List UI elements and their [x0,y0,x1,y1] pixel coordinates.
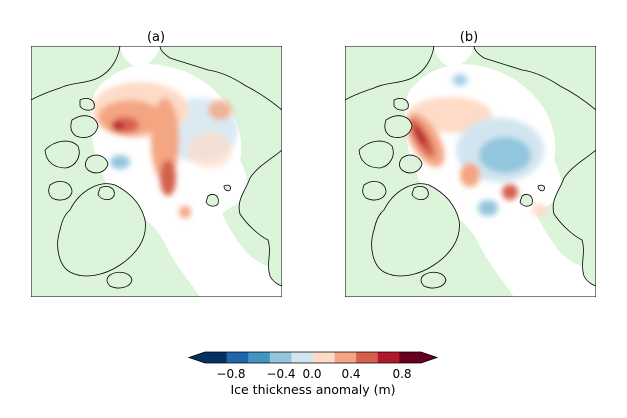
colorbar-tick-label: 0.8 [392,367,412,381]
canadian-archipelago [44,98,115,201]
bering-sea [120,46,160,68]
alaska-coast [345,46,435,101]
colorbar-segment [399,352,422,363]
colorbar-segment [269,352,292,363]
colorbar-extend-max [421,352,437,363]
svalbard [519,184,545,207]
map-panel-a [31,46,282,297]
colorbar-segment [248,352,271,363]
colorbar-segment [226,352,249,363]
colorbar-outline [187,351,439,364]
canadian-archipelago [358,98,429,201]
colorbar-extend-min [189,352,205,363]
bering-sea [434,46,474,68]
anomaly-field-b [405,74,548,216]
colorbar-segment [291,352,314,363]
colorbar [187,351,439,364]
siberia-coast [159,46,282,111]
anomaly-field-a [92,82,238,218]
colorbar-segment [377,352,400,363]
colorbar-segment [356,352,379,363]
colorbar-tick-label: 0.0 [302,367,322,381]
colorbar-title: Ice thickness anomaly (m) [230,382,396,397]
colorbar-segment [334,352,357,363]
eurasia-coast [552,149,596,287]
eurasia-coast [238,149,282,287]
iceland [106,271,133,289]
svalbard [205,184,231,207]
colorbar-segment [313,352,336,363]
atlantic-channel [150,208,230,297]
map-panel-b [345,46,596,297]
atlantic-channel [464,208,544,297]
colorbar-tick-label: −0.8 [216,367,246,381]
colorbar-tick-label: 0.4 [341,367,361,381]
colorbar-segment [205,352,228,363]
panel-a-title: (a) [146,30,166,45]
greenland [371,183,460,277]
siberia-coast [473,46,596,111]
alaska-coast [31,46,121,101]
iceland [420,271,447,289]
colorbar-tick-label: −0.4 [266,367,296,381]
greenland [57,183,146,277]
panel-b-title: (b) [459,30,479,45]
